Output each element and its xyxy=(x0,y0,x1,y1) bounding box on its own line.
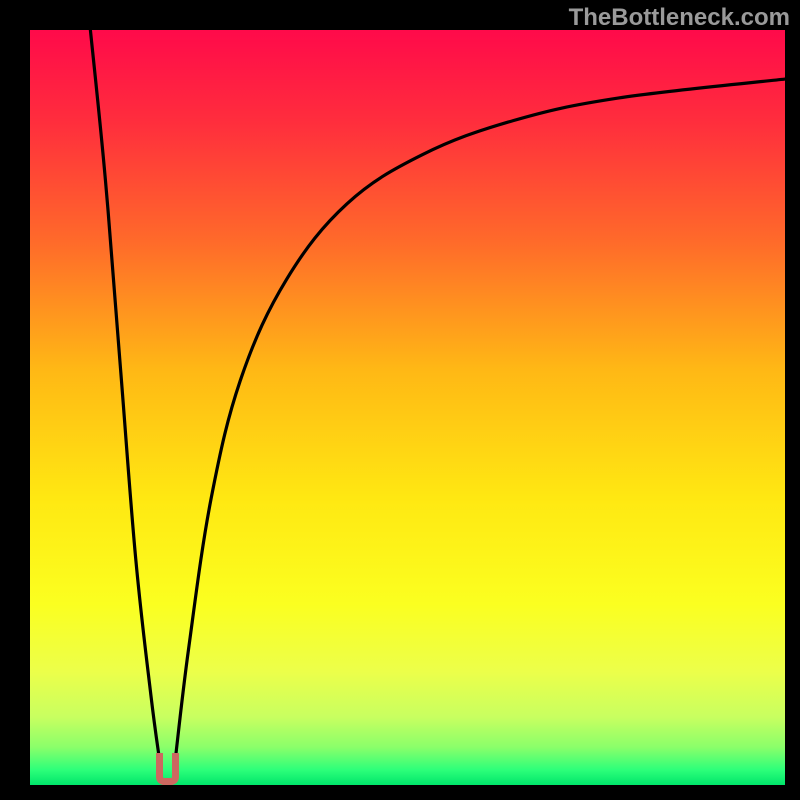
minimum-marker xyxy=(156,753,179,785)
watermark-text: TheBottleneck.com xyxy=(569,4,790,32)
plot-area xyxy=(30,30,785,785)
chart-container: TheBottleneck.com xyxy=(0,0,800,800)
bottleneck-curve xyxy=(30,30,785,785)
